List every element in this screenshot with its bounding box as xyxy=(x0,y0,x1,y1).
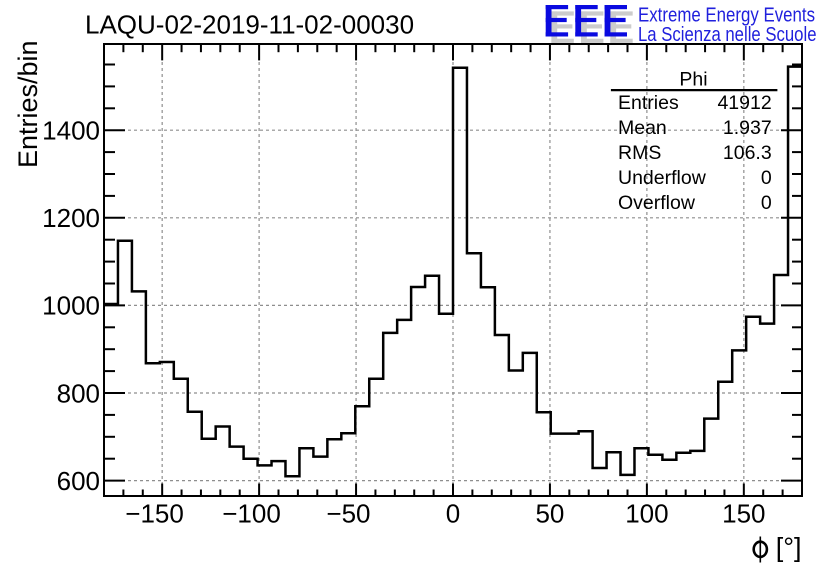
svg-text:150: 150 xyxy=(722,499,765,529)
svg-text:0: 0 xyxy=(446,499,460,529)
svg-text:Mean: Mean xyxy=(618,117,667,139)
svg-text:50: 50 xyxy=(535,499,564,529)
svg-text:0: 0 xyxy=(761,192,772,214)
svg-text:Entries/bin: Entries/bin xyxy=(13,40,43,168)
svg-text:1000: 1000 xyxy=(42,291,100,321)
svg-text:Underflow: Underflow xyxy=(618,167,707,189)
svg-text:1.937: 1.937 xyxy=(723,117,772,139)
svg-text:−100: −100 xyxy=(222,499,281,529)
svg-text:Overflow: Overflow xyxy=(618,192,696,214)
svg-text:1400: 1400 xyxy=(42,116,100,146)
svg-text:La Scienza nelle Scuole: La Scienza nelle Scuole xyxy=(638,24,817,46)
svg-text:41912: 41912 xyxy=(717,92,771,114)
svg-text:Phi: Phi xyxy=(679,68,707,90)
svg-text:−50: −50 xyxy=(326,499,370,529)
svg-text:Entries: Entries xyxy=(618,92,679,114)
svg-text:100: 100 xyxy=(625,499,668,529)
svg-text:800: 800 xyxy=(57,378,100,408)
svg-text:RMS: RMS xyxy=(618,142,661,164)
svg-text:[°]: [°] xyxy=(776,533,802,563)
svg-text:600: 600 xyxy=(57,466,100,496)
svg-text:LAQU-02-2019-11-02-00030: LAQU-02-2019-11-02-00030 xyxy=(85,10,414,40)
svg-text:Extreme Energy Events: Extreme Energy Events xyxy=(638,4,815,26)
svg-text:−150: −150 xyxy=(125,499,184,529)
svg-text:0: 0 xyxy=(761,167,772,189)
svg-text:1200: 1200 xyxy=(42,203,100,233)
svg-text:106.3: 106.3 xyxy=(723,142,772,164)
